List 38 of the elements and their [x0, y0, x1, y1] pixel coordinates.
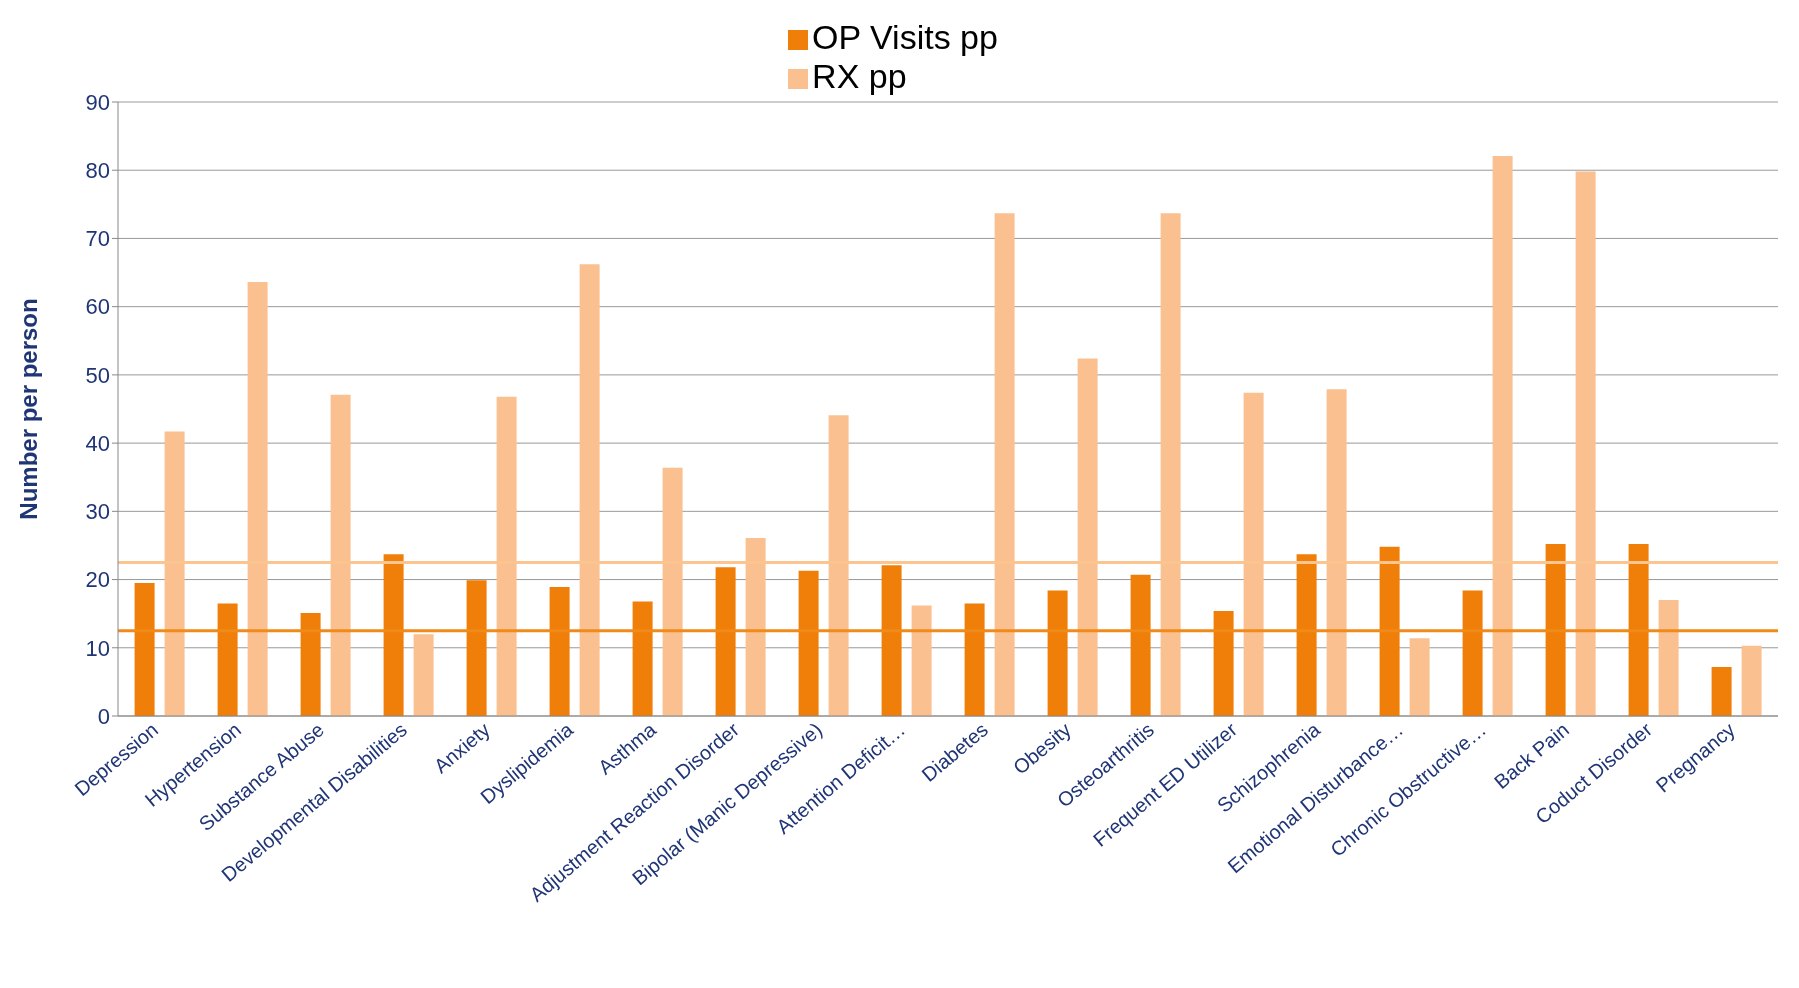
bar [911, 605, 932, 716]
bar [466, 580, 487, 716]
bar [1213, 610, 1234, 716]
bar [632, 601, 653, 716]
y-tick-label: 80 [85, 158, 110, 184]
y-tick-label: 40 [85, 430, 110, 456]
bar [798, 570, 819, 716]
y-axis-title: Number per person [14, 298, 42, 520]
bar [1047, 590, 1068, 716]
bar [1130, 574, 1151, 716]
y-tick-label: 0 [97, 703, 110, 729]
bar [715, 567, 736, 716]
y-tick-label: 30 [85, 499, 110, 525]
bar [217, 603, 238, 716]
bar [964, 603, 985, 716]
y-tick-label: 50 [85, 362, 110, 388]
bar [134, 582, 155, 716]
bar [413, 634, 434, 716]
y-tick-label: 20 [85, 567, 110, 593]
bar [1409, 638, 1430, 716]
y-tick-label: 60 [85, 294, 110, 320]
bar [881, 565, 902, 716]
bar [1296, 554, 1317, 716]
bar [1658, 600, 1679, 716]
y-tick-label: 10 [85, 635, 110, 661]
legend-label: OP Visits pp [812, 18, 998, 56]
bar [1462, 590, 1483, 716]
legend-label: RX pp [812, 57, 907, 95]
bar [549, 587, 570, 716]
bar [1711, 666, 1732, 716]
bar [1545, 544, 1566, 716]
y-tick-label: 70 [85, 226, 110, 252]
bar [383, 554, 404, 716]
bar [1741, 645, 1762, 716]
bar [1379, 546, 1400, 716]
y-tick-label: 90 [85, 89, 110, 115]
bar [1628, 544, 1649, 716]
bar [300, 612, 321, 716]
